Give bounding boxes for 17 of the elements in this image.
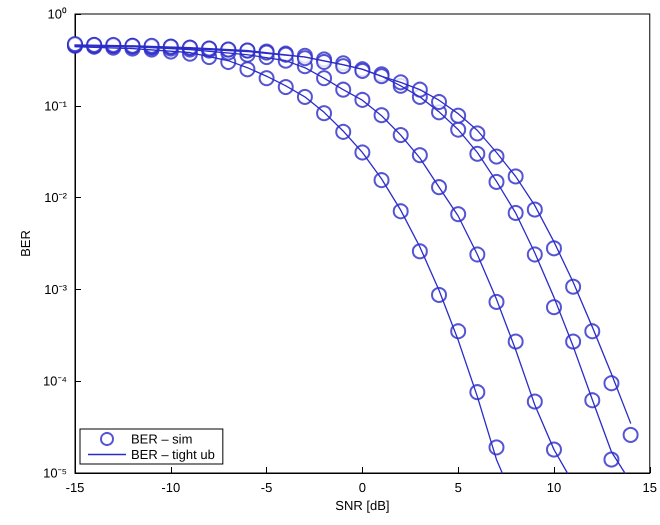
y-tick-label: 10⁻⁵ [43,466,67,480]
x-tick-label: 10 [546,480,562,495]
y-tick-label: 10⁻³ [44,282,68,297]
y-axis-title: BER [18,230,34,257]
x-tick-label: 5 [454,480,462,495]
y-tick-label: 10⁻⁴ [42,374,67,389]
y-tick-label: 10⁰ [48,6,67,22]
x-tick-label: 15 [642,480,658,495]
y-tick-label: 10⁻² [44,190,68,206]
legend-label: BER – sim [131,432,192,446]
legend-label: BER – tight ub [131,447,215,462]
x-axis-title: SNR [dB] [335,498,390,513]
x-tick-label: -15 [66,480,84,495]
x-tick-label: -10 [161,480,180,495]
x-tick-label: -5 [260,480,272,495]
x-tick-label: 0 [358,480,366,495]
y-tick-label: 10⁻¹ [44,98,68,114]
